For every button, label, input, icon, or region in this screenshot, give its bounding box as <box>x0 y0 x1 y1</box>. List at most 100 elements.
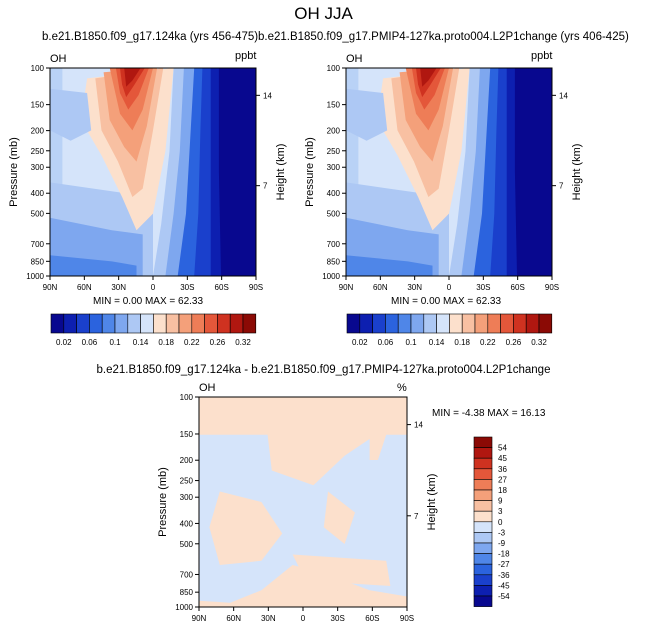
panel-diff-ytick-label: 850 <box>180 588 194 597</box>
panel-left-ylabel-right: Height (km) <box>275 144 287 201</box>
panel-right-var-label: OH <box>346 53 363 65</box>
colorbar-diff-swatch <box>473 457 493 470</box>
colorbar-left-swatch <box>191 313 205 334</box>
panel-right-xtick-label: 90N <box>339 283 354 292</box>
colorbar-left-label: 0.18 <box>158 338 174 347</box>
panel-diff-stats: MIN = -4.38 MAX = 16.13 <box>432 408 546 419</box>
colorbar-right-swatch <box>461 313 476 334</box>
panel-diff-rtick-label: 7 <box>414 512 419 521</box>
panel-right-ylabel-right: Height (km) <box>571 144 583 201</box>
colorbar-left-swatch <box>140 313 154 334</box>
colorbar-right-swatch <box>449 313 463 334</box>
colorbar-left-label: 0.06 <box>82 338 98 347</box>
colorbar-diff-swatch <box>473 510 493 523</box>
panel-diff-band-pos3 <box>292 554 391 586</box>
panel-diff-xtick-label: 90N <box>192 614 207 623</box>
panel-right-ytick-label: 200 <box>327 127 341 136</box>
panel-right-band-low3 <box>346 255 433 276</box>
colorbar-diff-label: 18 <box>498 486 507 495</box>
panel-right-band-nh <box>346 88 388 141</box>
panel-right-plot: 100 150 200 250 300 400 500 700 850 1000 90N 60N 30N… <box>304 64 583 292</box>
panel-right-rtick-label: 7 <box>559 182 564 191</box>
colorbar-diff-swatch <box>473 595 493 607</box>
colorbar-diff-swatch <box>473 542 493 554</box>
colorbar-right-swatch <box>397 313 412 334</box>
panel-left-ytick-label: 200 <box>31 127 45 136</box>
panel-left-xtick-label: 90S <box>249 283 263 292</box>
panel-left-band-w7 <box>124 68 141 87</box>
panel-diff-ylabel-right: Height (km) <box>426 474 438 531</box>
panel-right-ytick-label: 100 <box>327 64 341 73</box>
panel-left-units: ppbt <box>235 50 257 62</box>
panel-diff-ytick-label: 500 <box>180 540 194 549</box>
panel-diff-plot: 100 150 200 250 300 400 500 700 850 1000 90N 60N 30N… <box>157 393 438 623</box>
panel-diff-xtick-label: 30N <box>261 614 276 623</box>
colorbar-left-swatch <box>76 313 90 334</box>
panel-left-plot: 100 150 200 250 300 400 500 700 850 1000 90N 60N 30N… <box>8 64 287 292</box>
colorbar-left-swatch <box>204 313 218 334</box>
panel-diff-ytick-label: 300 <box>180 493 194 502</box>
panel-left-ytick-label: 300 <box>31 163 45 172</box>
colorbar-right-label: 0.32 <box>531 338 547 347</box>
panel-left-ytick-label: 150 <box>31 101 45 110</box>
panel-left-xtick-label: 30N <box>111 283 126 292</box>
colorbar-left-label: 0.1 <box>109 338 121 347</box>
colorbar-diff-label: 54 <box>498 444 507 453</box>
panel-diff-ytick-label: 100 <box>180 393 194 402</box>
colorbar-right-swatch <box>423 313 437 334</box>
colorbar-diff-swatch <box>473 553 493 565</box>
panel-diff-var-label: OH <box>199 382 216 394</box>
panel-right-stats: MIN = 0.00 MAX = 62.33 <box>391 296 502 307</box>
colorbar-right-swatch <box>500 313 514 334</box>
panel-diff-ytick-label: 1000 <box>175 603 193 612</box>
panel-left-xtick-label: 0 <box>151 283 156 292</box>
panel-right-xtick-label: 30N <box>407 283 422 292</box>
panel-diff-ytick-label: 200 <box>180 456 194 465</box>
panel-right-xtick-label: 60N <box>373 283 388 292</box>
colorbar-diff-label: 27 <box>498 475 507 484</box>
panel-right-band-w7 <box>420 68 437 87</box>
colorbar-right-swatch <box>513 313 527 334</box>
colorbar-left-swatch <box>153 313 167 334</box>
panel-right-ytick-label: 850 <box>327 257 341 266</box>
colorbar-diff-label: -54 <box>498 592 510 601</box>
panel-left-ytick-label: 1000 <box>26 272 44 281</box>
colorbar-left-swatch <box>114 313 129 334</box>
panel-diff-ytick-label: 400 <box>180 519 194 528</box>
colorbar-diff-swatch <box>473 468 493 480</box>
panel-left-band-nh <box>50 88 92 141</box>
panel-right-ytick-label: 300 <box>327 163 341 172</box>
colorbar-diff-label: -45 <box>498 581 510 590</box>
colorbar-diff-label: 36 <box>498 465 507 474</box>
colorbar-right-label: 0.02 <box>352 338 368 347</box>
panel-diff-band-pos2 <box>323 491 355 544</box>
panel-diff-xtick-label: 90S <box>400 614 414 623</box>
colorbar-left-label: 0.22 <box>184 338 200 347</box>
colorbar-right-swatch <box>346 313 361 334</box>
panel-left-rtick-label: 14 <box>263 91 272 100</box>
colorbar-diff-swatch <box>473 532 493 544</box>
panel-left-xtick-label: 60N <box>77 283 92 292</box>
colorbar-left-swatch <box>63 313 77 334</box>
panel-left-title: b.e21.B1850.f09_g17.124ka (yrs 456-475) <box>42 31 259 43</box>
colorbar-diff-swatch <box>473 447 493 459</box>
colorbar-left-label: 0.02 <box>56 338 72 347</box>
panel-left-band-low3 <box>50 255 137 276</box>
colorbar-diff-swatch <box>473 563 493 576</box>
colorbar-diff-label: -3 <box>498 528 506 537</box>
panel-right-title: b.e21.B1850.f09_g17.PMIP4-127ka.proto004… <box>258 31 629 43</box>
colorbar-diff-swatch <box>473 521 493 533</box>
colorbar-right-swatch <box>474 313 489 334</box>
colorbar-left-label: 0.26 <box>210 338 226 347</box>
panel-right-ytick-label: 1000 <box>322 272 340 281</box>
panel-right-band-r6 <box>514 68 552 276</box>
panel-diff-xtick-label: 60S <box>365 614 379 623</box>
colorbar-diff-label: -18 <box>498 550 510 559</box>
panel-left-xtick-label: 60S <box>215 283 229 292</box>
colorbar-left-swatch <box>127 313 141 334</box>
colorbar-diff-swatch <box>473 500 493 512</box>
colorbar-left-swatch <box>165 313 180 334</box>
colorbar-top: 0.02 0.06 0.1 0.14 0.18 0.22 0.26 0.32 0.02 0.06 0… <box>50 313 553 347</box>
panel-diff-band-pos4 <box>369 434 378 460</box>
